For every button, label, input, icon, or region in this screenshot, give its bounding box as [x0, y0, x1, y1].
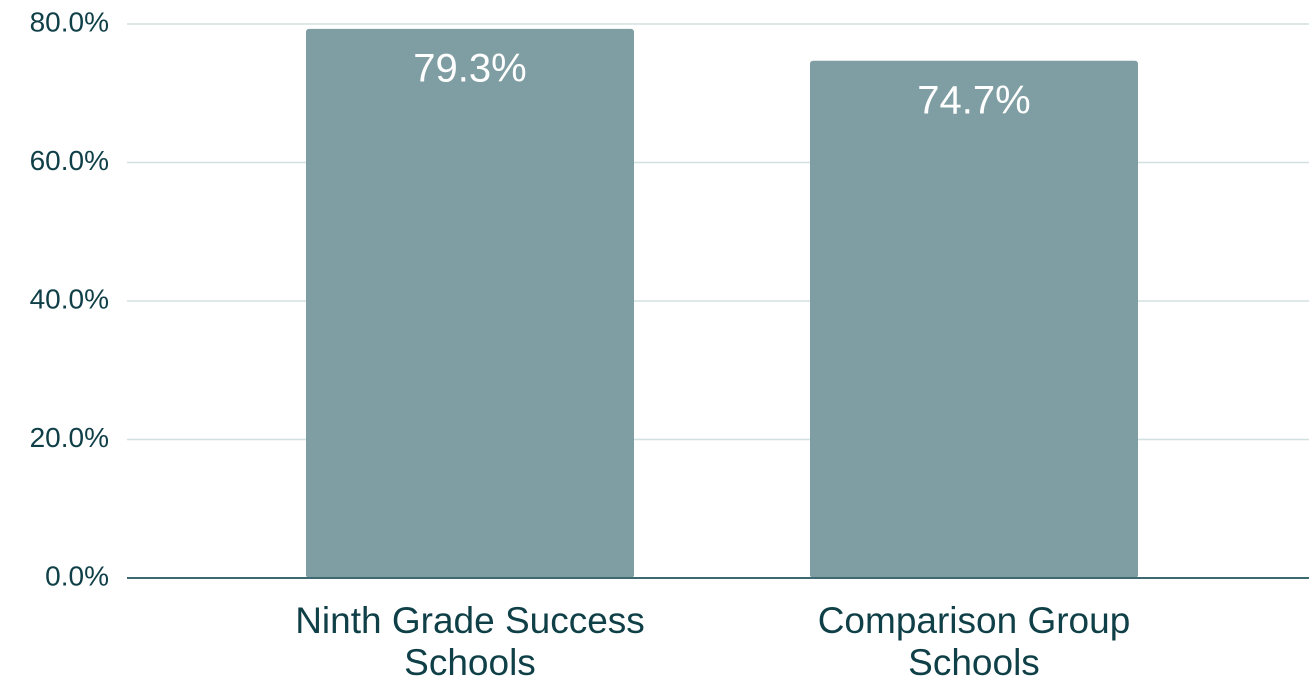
y-tick-label: 40.0%	[30, 283, 109, 314]
y-tick-label: 20.0%	[30, 422, 109, 453]
y-tick-label: 60.0%	[30, 145, 109, 176]
x-tick-label: Comparison Group Schools	[817, 600, 1131, 680]
value-label: 74.7%	[917, 78, 1030, 122]
x-tick-label: Ninth Grade Success Schools	[295, 600, 645, 680]
bar	[810, 60, 1138, 578]
bar	[306, 28, 634, 579]
value-label: 79.3%	[413, 46, 526, 90]
y-tick-label: 80.0%	[30, 6, 109, 37]
y-tick-label: 0.0%	[45, 560, 109, 591]
